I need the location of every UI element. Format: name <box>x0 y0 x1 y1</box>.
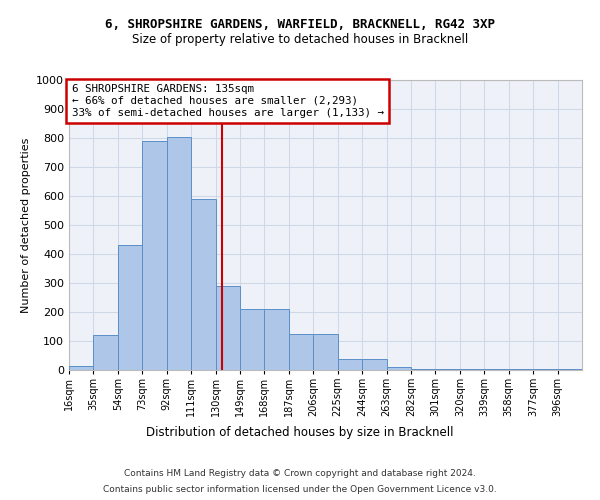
Bar <box>215 286 240 370</box>
Bar <box>265 309 289 370</box>
Text: 6, SHROPSHIRE GARDENS, WARFIELD, BRACKNELL, RG42 3XP: 6, SHROPSHIRE GARDENS, WARFIELD, BRACKNE… <box>105 18 495 30</box>
Text: 6 SHROPSHIRE GARDENS: 135sqm
← 66% of detached houses are smaller (2,293)
33% of: 6 SHROPSHIRE GARDENS: 135sqm ← 66% of de… <box>71 84 383 117</box>
Bar <box>167 136 191 370</box>
Bar <box>313 334 338 370</box>
Text: Contains HM Land Registry data © Crown copyright and database right 2024.: Contains HM Land Registry data © Crown c… <box>124 470 476 478</box>
Bar <box>557 368 582 370</box>
Bar <box>240 309 265 370</box>
Text: Contains public sector information licensed under the Open Government Licence v3: Contains public sector information licen… <box>103 484 497 494</box>
Text: Size of property relative to detached houses in Bracknell: Size of property relative to detached ho… <box>132 32 468 46</box>
Text: Distribution of detached houses by size in Bracknell: Distribution of detached houses by size … <box>146 426 454 439</box>
Bar <box>436 368 460 370</box>
Bar <box>142 141 167 370</box>
Bar <box>94 335 118 370</box>
Bar <box>289 334 313 370</box>
Bar <box>411 368 436 370</box>
Bar <box>118 246 142 370</box>
Bar <box>338 359 362 370</box>
Bar <box>69 366 94 370</box>
Bar <box>533 368 557 370</box>
Y-axis label: Number of detached properties: Number of detached properties <box>20 138 31 312</box>
Bar <box>484 368 509 370</box>
Bar <box>509 368 533 370</box>
Bar <box>386 367 411 370</box>
Bar <box>460 368 484 370</box>
Bar <box>362 359 386 370</box>
Bar <box>191 199 215 370</box>
